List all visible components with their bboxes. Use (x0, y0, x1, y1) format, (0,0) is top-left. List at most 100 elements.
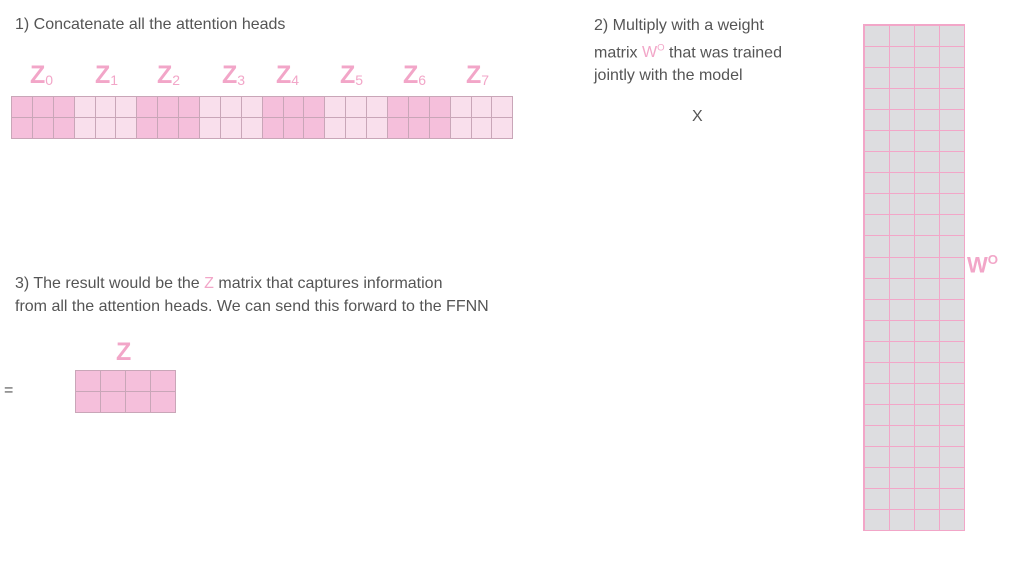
wo-matrix-cell (940, 489, 965, 511)
concat-matrix-cell (367, 97, 389, 118)
wo-matrix-cell (865, 110, 890, 132)
step-2-text: 2) Multiply with a weight matrix WO that… (594, 14, 782, 87)
multiply-sign: X (692, 108, 703, 125)
wo-matrix-cell (940, 404, 965, 426)
concat-matrix-cell (53, 97, 75, 118)
wo-matrix-cell (915, 425, 940, 447)
wo-matrix-cell (940, 425, 965, 447)
equals-sign: = (4, 382, 14, 399)
wo-matrix-cell (915, 467, 940, 490)
wo-weight-matrix (863, 24, 965, 532)
concat-matrix-cell (262, 118, 284, 139)
wo-matrix-cell (940, 320, 965, 342)
wo-matrix-cell (890, 278, 915, 300)
concat-matrix-cell (367, 118, 389, 139)
concat-matrix-cell (283, 97, 305, 118)
concat-matrix-cell (116, 97, 138, 118)
wo-matrix-cell (940, 383, 965, 405)
wo-matrix-cell (940, 173, 965, 195)
wo-matrix-cell (865, 362, 890, 384)
z-matrix-cell (76, 392, 101, 413)
wo-matrix-cell (865, 383, 890, 405)
wo-matrix-cell (890, 110, 915, 132)
wo-matrix-cell (890, 215, 915, 237)
wo-matrix-cell (865, 236, 890, 258)
wo-matrix-cell (865, 131, 890, 153)
wo-matrix-cell (865, 510, 890, 532)
wo-matrix-cell (865, 173, 890, 195)
concat-matrix-cell (492, 97, 514, 118)
head-label-4: Z4 (276, 61, 300, 89)
concat-matrix-cell (179, 97, 201, 118)
wo-matrix-cell (890, 47, 915, 69)
head-label-2: Z2 (157, 61, 181, 89)
head-label-1: Z1 (95, 61, 119, 89)
step-2-line-2: matrix WO that was trained (594, 43, 782, 62)
concat-matrix-cell (471, 118, 493, 139)
wo-matrix-cell (890, 26, 915, 48)
concat-matrix-cell (137, 97, 159, 118)
step-1-text: 1) Concatenate all the attention heads (15, 16, 286, 33)
wo-matrix-cell (865, 215, 890, 237)
wo-matrix-cell (865, 320, 890, 342)
concat-matrix-cell (325, 118, 347, 139)
wo-matrix-cell (915, 152, 940, 174)
wo-matrix-cell (940, 68, 965, 90)
wo-matrix-cell (865, 404, 890, 426)
concat-matrix-cell (116, 118, 138, 139)
concat-matrix-cell (53, 118, 75, 139)
wo-matrix-cell (865, 68, 890, 90)
wo-matrix-cell (915, 236, 940, 258)
wo-matrix-cell (915, 68, 940, 90)
concat-matrix-cell (492, 118, 514, 139)
wo-matrix-cell (915, 446, 940, 468)
wo-matrix-cell (940, 257, 965, 279)
concat-matrix-cell (408, 118, 430, 139)
wo-matrix-cell (915, 489, 940, 511)
wo-matrix-cell (890, 341, 915, 363)
concat-matrix-cell (200, 97, 221, 118)
wo-matrix-cell (890, 404, 915, 426)
concat-matrix-cell (200, 118, 221, 139)
wo-matrix-cell (915, 194, 940, 216)
wo-matrix-cell (865, 89, 890, 111)
concat-matrix-cell (346, 118, 368, 139)
concat-matrix-cell (450, 97, 472, 118)
wo-matrix-cell (890, 383, 915, 405)
concat-matrix-cell (283, 118, 305, 139)
wo-matrix-cell (940, 299, 965, 321)
head-label-0: Z0 (30, 61, 54, 89)
concat-matrix-cell (346, 97, 368, 118)
wo-matrix-cell (915, 362, 940, 384)
wo-matrix-cell (890, 152, 915, 174)
step-3-text: 3) The result would be the Z matrix that… (15, 272, 489, 318)
wo-matrix-cell (890, 131, 915, 153)
wo-matrix-cell (940, 446, 965, 468)
head-label-3: Z3 (222, 61, 246, 89)
step-2-line-3: jointly with the model (594, 67, 743, 85)
wo-matrix-cell (890, 510, 915, 532)
wo-matrix-cell (865, 257, 890, 279)
wo-matrix-cell (915, 110, 940, 132)
concat-matrix-cell (158, 97, 180, 118)
wo-matrix-cell (890, 299, 915, 321)
concat-matrix-cell (388, 97, 409, 118)
concat-matrix-cell (241, 97, 263, 118)
wo-matrix-cell (915, 89, 940, 111)
wo-matrix-cell (940, 341, 965, 363)
wo-matrix-cell (915, 173, 940, 195)
concat-matrix-cell (220, 97, 242, 118)
concat-matrix-cell (95, 97, 117, 118)
wo-matrix-cell (890, 467, 915, 490)
wo-matrix-cell (940, 362, 965, 384)
wo-matrix-cell (915, 26, 940, 48)
wo-matrix-cell (915, 131, 940, 153)
z-matrix-label: Z (116, 338, 132, 366)
wo-matrix-cell (865, 194, 890, 216)
wo-matrix-cell (915, 510, 940, 532)
wo-matrix-cell (890, 173, 915, 195)
wo-matrix-cell (915, 257, 940, 279)
wo-matrix-cell (915, 320, 940, 342)
concat-matrix-cell (220, 118, 242, 139)
concat-matrix-cell (450, 118, 472, 139)
